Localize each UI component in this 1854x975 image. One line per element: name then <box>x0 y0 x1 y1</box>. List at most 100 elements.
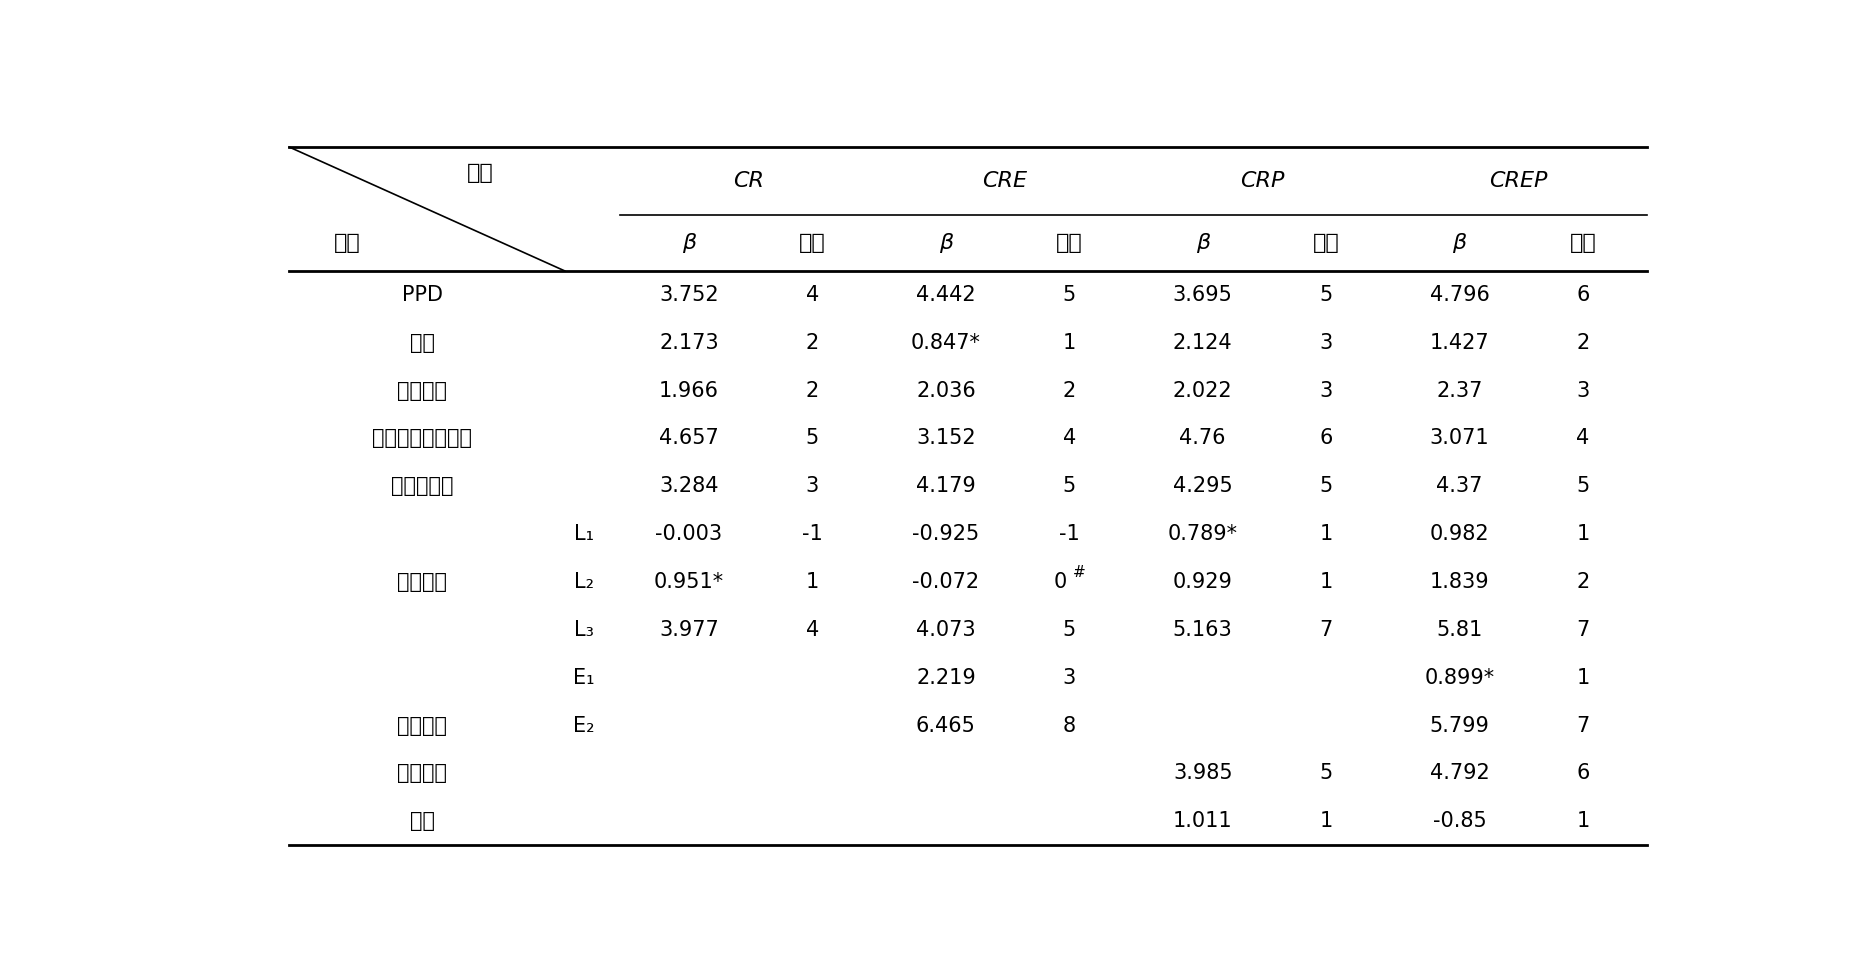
Text: 5.81: 5.81 <box>1437 620 1483 640</box>
Text: 5.163: 5.163 <box>1174 620 1233 640</box>
Text: 5: 5 <box>806 428 819 448</box>
Text: β: β <box>1196 233 1211 253</box>
Text: 3.985: 3.985 <box>1174 763 1233 784</box>
Text: -0.85: -0.85 <box>1433 811 1487 832</box>
Text: β: β <box>1452 233 1467 253</box>
Text: 变量: 变量 <box>334 233 362 253</box>
Text: -0.925: -0.925 <box>912 525 979 544</box>
Text: 0.982: 0.982 <box>1429 525 1489 544</box>
Text: E₁: E₁ <box>573 668 595 687</box>
Text: 分数: 分数 <box>799 233 825 253</box>
Text: 2.219: 2.219 <box>916 668 975 687</box>
Text: 7: 7 <box>1576 716 1589 735</box>
Text: 4: 4 <box>806 620 819 640</box>
Text: 5.799: 5.799 <box>1429 716 1489 735</box>
Text: CRE: CRE <box>983 171 1027 191</box>
Text: -1: -1 <box>1059 525 1079 544</box>
Text: 2: 2 <box>1576 332 1589 353</box>
Text: 6.465: 6.465 <box>916 716 975 735</box>
Text: 3: 3 <box>806 476 819 496</box>
Text: 2: 2 <box>1576 572 1589 592</box>
Text: 6: 6 <box>1576 763 1589 784</box>
Text: 核素显像: 核素显像 <box>397 716 447 735</box>
Text: 1.966: 1.966 <box>658 380 719 401</box>
Text: 0.929: 0.929 <box>1174 572 1233 592</box>
Text: 1: 1 <box>1320 525 1333 544</box>
Text: 5: 5 <box>1320 476 1333 496</box>
Text: -1: -1 <box>803 525 823 544</box>
Text: 6: 6 <box>1576 285 1589 305</box>
Text: 0.789*: 0.789* <box>1168 525 1238 544</box>
Text: 1.011: 1.011 <box>1174 811 1233 832</box>
Text: 1.427: 1.427 <box>1429 332 1489 353</box>
Text: 分数: 分数 <box>1313 233 1339 253</box>
Text: 5: 5 <box>1576 476 1589 496</box>
Text: 肺部部位: 肺部部位 <box>397 572 447 592</box>
Text: 4.792: 4.792 <box>1429 763 1489 784</box>
Text: 4.37: 4.37 <box>1437 476 1483 496</box>
Text: -0.003: -0.003 <box>656 525 723 544</box>
Text: 0.951*: 0.951* <box>654 572 725 592</box>
Text: 2.124: 2.124 <box>1174 332 1233 353</box>
Text: 4: 4 <box>1062 428 1075 448</box>
Text: 肺外表现: 肺外表现 <box>397 380 447 401</box>
Text: β: β <box>682 233 695 253</box>
Text: 1: 1 <box>1576 525 1589 544</box>
Text: 4: 4 <box>806 285 819 305</box>
Text: 2.036: 2.036 <box>916 380 975 401</box>
Text: 3: 3 <box>1320 332 1333 353</box>
Text: E₂: E₂ <box>573 716 595 735</box>
Text: 7: 7 <box>1320 620 1333 640</box>
Text: 1: 1 <box>806 572 819 592</box>
Text: 2: 2 <box>806 380 819 401</box>
Text: 5: 5 <box>1320 763 1333 784</box>
Text: 3.977: 3.977 <box>660 620 719 640</box>
Text: 1: 1 <box>1576 668 1589 687</box>
Text: PPD: PPD <box>402 285 443 305</box>
Text: #: # <box>1073 565 1086 580</box>
Text: 4.657: 4.657 <box>660 428 719 448</box>
Text: 2.37: 2.37 <box>1437 380 1483 401</box>
Text: 2.173: 2.173 <box>660 332 719 353</box>
Text: 7: 7 <box>1576 620 1589 640</box>
Text: 5: 5 <box>1320 285 1333 305</box>
Text: 0: 0 <box>1053 572 1068 592</box>
Text: CRP: CRP <box>1240 171 1285 191</box>
Text: L₁: L₁ <box>575 525 593 544</box>
Text: 3: 3 <box>1062 668 1075 687</box>
Text: 3.152: 3.152 <box>916 428 975 448</box>
Text: 分组: 分组 <box>467 163 493 182</box>
Text: 3: 3 <box>1320 380 1333 401</box>
Text: CREP: CREP <box>1489 171 1548 191</box>
Text: 6: 6 <box>1320 428 1333 448</box>
Text: 3.284: 3.284 <box>660 476 719 496</box>
Text: 淡巴结肿大并对称: 淡巴结肿大并对称 <box>373 428 473 448</box>
Text: 5: 5 <box>1062 476 1075 496</box>
Text: 1: 1 <box>1062 332 1075 353</box>
Text: 3.695: 3.695 <box>1174 285 1233 305</box>
Text: 病理坏死: 病理坏死 <box>397 763 447 784</box>
Text: L₃: L₃ <box>575 620 593 640</box>
Text: -0.072: -0.072 <box>912 572 979 592</box>
Text: 3.752: 3.752 <box>660 285 719 305</box>
Text: 3.071: 3.071 <box>1429 428 1489 448</box>
Text: 0.899*: 0.899* <box>1424 668 1494 687</box>
Text: 0.847*: 0.847* <box>910 332 981 353</box>
Text: 4.073: 4.073 <box>916 620 975 640</box>
Text: 4.442: 4.442 <box>916 285 975 305</box>
Text: β: β <box>938 233 953 253</box>
Text: 5: 5 <box>1062 620 1075 640</box>
Text: 1: 1 <box>1320 572 1333 592</box>
Text: 3: 3 <box>1576 380 1589 401</box>
Text: 1.839: 1.839 <box>1429 572 1489 592</box>
Text: L₂: L₂ <box>575 572 593 592</box>
Text: 网染: 网染 <box>410 811 434 832</box>
Text: 2: 2 <box>1062 380 1075 401</box>
Text: 4.796: 4.796 <box>1429 285 1489 305</box>
Text: 4.295: 4.295 <box>1174 476 1233 496</box>
Text: CR: CR <box>732 171 764 191</box>
Text: 分数: 分数 <box>1055 233 1083 253</box>
Text: 4.76: 4.76 <box>1179 428 1225 448</box>
Text: 8: 8 <box>1062 716 1075 735</box>
Text: 2: 2 <box>806 332 819 353</box>
